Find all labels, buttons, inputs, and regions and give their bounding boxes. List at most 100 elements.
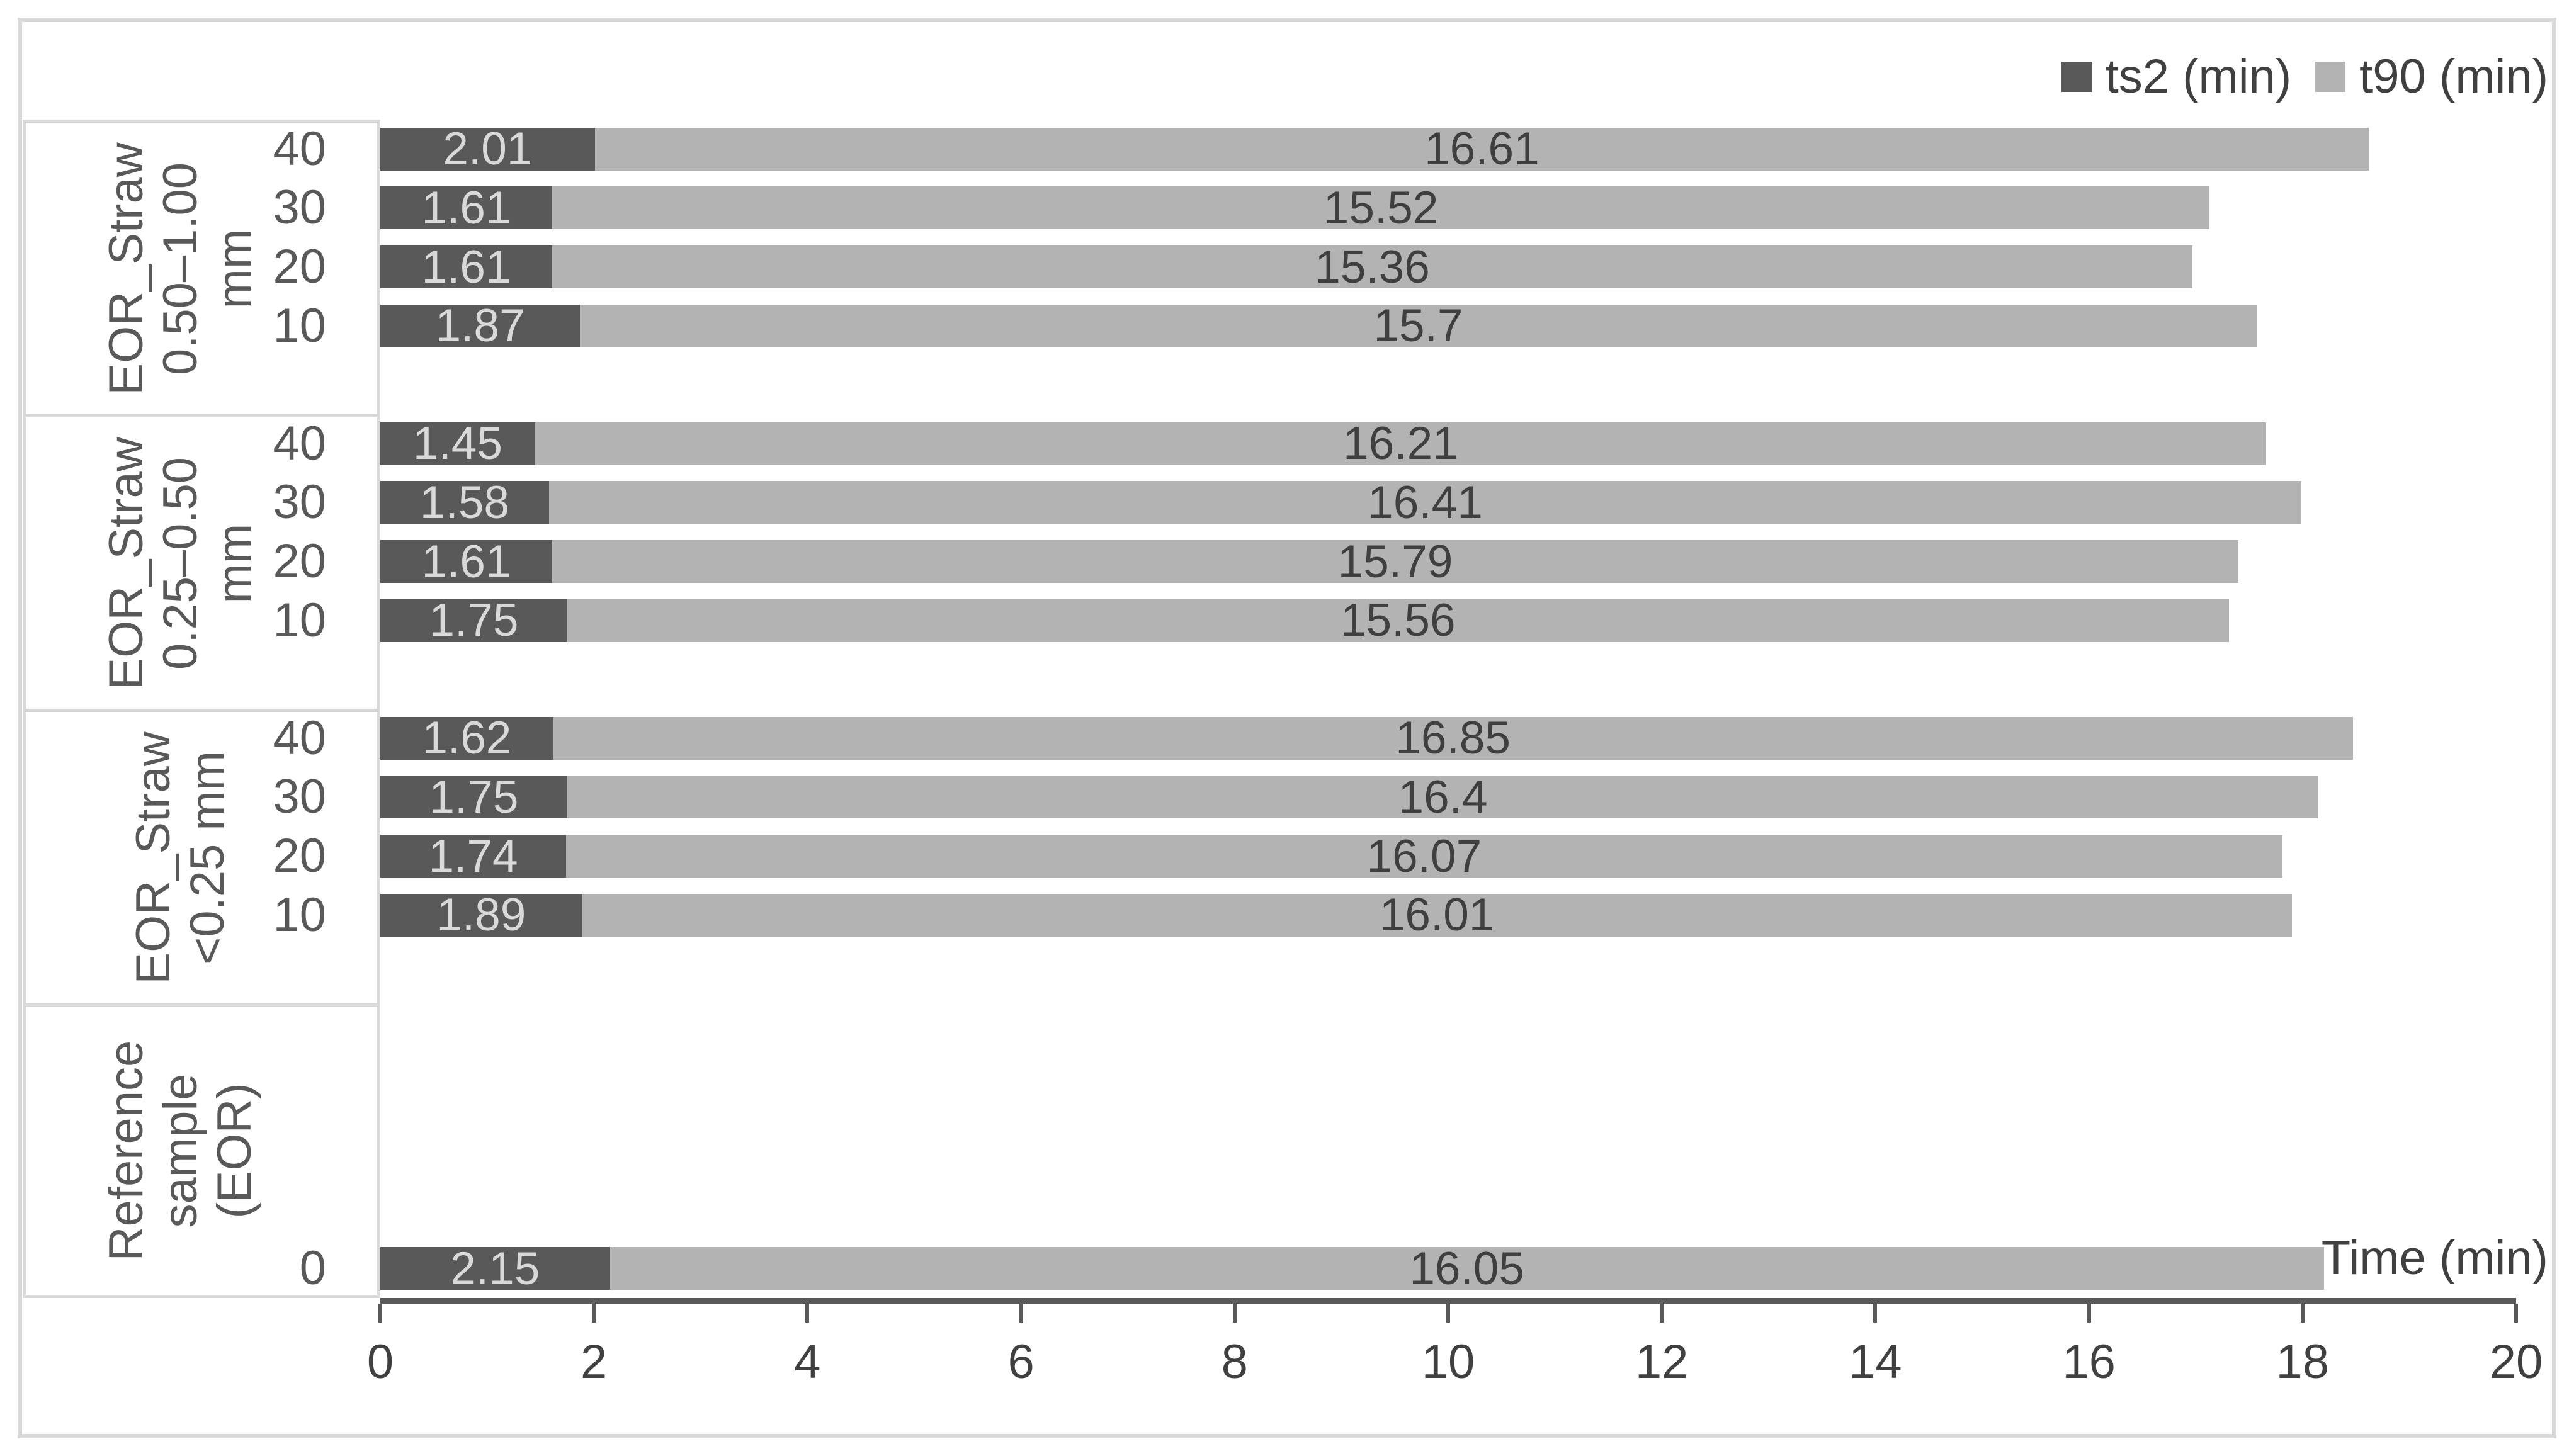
bar-segment-t90: 16.07 xyxy=(566,831,2282,882)
chart-border xyxy=(18,18,2556,1438)
category-tick-label: 20 xyxy=(273,829,326,883)
x-axis-tick xyxy=(805,1304,810,1323)
bar-segment-t90: 16.41 xyxy=(548,477,2302,528)
x-axis-tick xyxy=(2087,1304,2091,1323)
bar-segment-ts2: 1.61 xyxy=(380,242,553,293)
bar-value-label-ts2: 1.45 xyxy=(412,418,502,470)
x-axis-tick-label: 18 xyxy=(2276,1335,2330,1389)
bar-segment-t90: 15.7 xyxy=(580,300,2257,351)
bar-value-label-ts2: 1.89 xyxy=(436,889,526,941)
x-axis-tick xyxy=(1873,1304,1878,1323)
bar-segment-ts2: 1.61 xyxy=(380,536,553,587)
bar-segment-t90: 16.4 xyxy=(567,772,2319,823)
x-axis-tick-label: 14 xyxy=(1849,1335,1902,1389)
category-tick-label: 0 xyxy=(299,1241,326,1295)
bar-value-label-ts2: 1.61 xyxy=(421,182,511,234)
bar-segment-t90: 16.85 xyxy=(553,713,2353,764)
bar-segment-ts2: 1.74 xyxy=(380,831,567,882)
bar-value-label-t90: 15.36 xyxy=(1315,241,1430,293)
x-axis-tick-label: 10 xyxy=(1421,1335,1475,1389)
legend: ts2 (min) t90 (min) xyxy=(2061,53,2548,101)
category-tick-label: 20 xyxy=(273,240,326,293)
bar-value-label-t90: 16.41 xyxy=(1368,477,1483,528)
legend-item-t90: t90 (min) xyxy=(2315,53,2548,101)
bar-segment-ts2: 1.61 xyxy=(380,183,553,234)
legend-swatch-ts2-icon xyxy=(2061,62,2092,92)
bar-segment-t90: 15.56 xyxy=(567,595,2229,646)
bar-value-label-ts2: 1.58 xyxy=(419,477,510,528)
bar-segment-t90: 16.01 xyxy=(582,889,2292,940)
x-axis-tick-label: 2 xyxy=(581,1335,608,1389)
bar-segment-ts2: 2.15 xyxy=(380,1243,610,1294)
x-axis-tick-label: 20 xyxy=(2489,1335,2543,1389)
bar-segment-ts2: 1.45 xyxy=(380,418,535,469)
legend-swatch-t90-icon xyxy=(2315,62,2346,92)
bar-segment-ts2: 1.75 xyxy=(380,772,567,823)
x-axis-tick xyxy=(378,1304,382,1323)
x-axis-tick xyxy=(1019,1304,1023,1323)
bar-value-label-t90: 15.79 xyxy=(1337,536,1453,587)
category-tick-label: 10 xyxy=(273,298,326,353)
category-tick-label: 40 xyxy=(273,711,326,765)
bar-value-label-t90: 15.52 xyxy=(1323,182,1439,234)
bar-segment-ts2: 1.58 xyxy=(380,477,549,528)
category-tick-label: 20 xyxy=(273,534,326,588)
x-axis-tick-label: 16 xyxy=(2062,1335,2116,1389)
bar-value-label-t90: 16.01 xyxy=(1379,889,1495,941)
x-axis-tick xyxy=(1232,1304,1237,1323)
x-axis-tick xyxy=(1660,1304,1664,1323)
x-axis-tick-label: 0 xyxy=(366,1335,394,1389)
bar-value-label-t90: 16.85 xyxy=(1395,713,1511,764)
bar-segment-t90: 16.61 xyxy=(594,123,2369,174)
category-tick-label: 10 xyxy=(273,593,326,647)
x-axis-title: Time (min) xyxy=(2321,1231,2548,1285)
category-group-label: Reference sample (EOR) xyxy=(99,1040,261,1261)
bar-value-label-ts2: 1.74 xyxy=(428,830,518,882)
bar-segment-t90: 15.79 xyxy=(552,536,2239,587)
bar-segment-ts2: 1.87 xyxy=(380,300,581,351)
bar-segment-t90: 15.52 xyxy=(552,183,2210,234)
bar-value-label-ts2: 2.01 xyxy=(443,123,533,175)
bar-segment-ts2: 1.75 xyxy=(380,595,567,646)
bar-value-label-ts2: 1.75 xyxy=(429,771,519,823)
bar-value-label-t90: 16.61 xyxy=(1424,123,1539,175)
category-tick-label: 40 xyxy=(273,416,326,470)
x-axis-tick xyxy=(592,1304,596,1323)
x-axis-tick-label: 6 xyxy=(1007,1335,1035,1389)
bar-value-label-ts2: 2.15 xyxy=(450,1243,540,1294)
bar-segment-t90: 16.21 xyxy=(535,418,2267,469)
x-axis-line xyxy=(380,1298,2516,1304)
legend-label-ts2: ts2 (min) xyxy=(2105,50,2292,103)
bar-value-label-ts2: 1.61 xyxy=(421,536,511,587)
bar-value-label-ts2: 1.62 xyxy=(422,713,512,764)
category-group-box: Reference sample (EOR) xyxy=(23,1003,380,1298)
bar-segment-ts2: 1.62 xyxy=(380,713,553,764)
bar-segment-ts2: 1.89 xyxy=(380,889,582,940)
bar-value-label-t90: 15.56 xyxy=(1340,595,1456,646)
legend-label-t90: t90 (min) xyxy=(2359,50,2548,103)
x-axis-tick xyxy=(2300,1304,2305,1323)
category-tick-label: 40 xyxy=(273,121,326,176)
x-axis-tick-label: 8 xyxy=(1221,1335,1248,1389)
x-axis-tick xyxy=(1446,1304,1450,1323)
bar-value-label-t90: 16.21 xyxy=(1343,418,1458,470)
bar-value-label-ts2: 1.61 xyxy=(421,241,511,293)
category-tick-label: 10 xyxy=(273,888,326,942)
x-axis-tick-label: 12 xyxy=(1635,1335,1689,1389)
category-tick-label: 30 xyxy=(273,475,326,529)
bar-segment-t90: 16.05 xyxy=(609,1243,2324,1294)
bar-segment-t90: 15.36 xyxy=(552,242,2193,293)
bar-value-label-ts2: 1.75 xyxy=(429,595,519,646)
bar-value-label-t90: 16.4 xyxy=(1398,771,1488,823)
bar-value-label-t90: 16.07 xyxy=(1366,830,1482,882)
category-tick-label: 30 xyxy=(273,770,326,824)
bar-value-label-t90: 16.05 xyxy=(1409,1243,1524,1294)
category-tick-label: 30 xyxy=(273,181,326,235)
x-axis-tick xyxy=(2514,1304,2518,1323)
legend-item-ts2: ts2 (min) xyxy=(2061,50,2292,103)
x-axis-tick-label: 4 xyxy=(794,1335,821,1389)
bar-value-label-t90: 15.7 xyxy=(1373,300,1463,352)
bar-value-label-ts2: 1.87 xyxy=(435,300,525,352)
bar-segment-ts2: 2.01 xyxy=(380,123,595,174)
